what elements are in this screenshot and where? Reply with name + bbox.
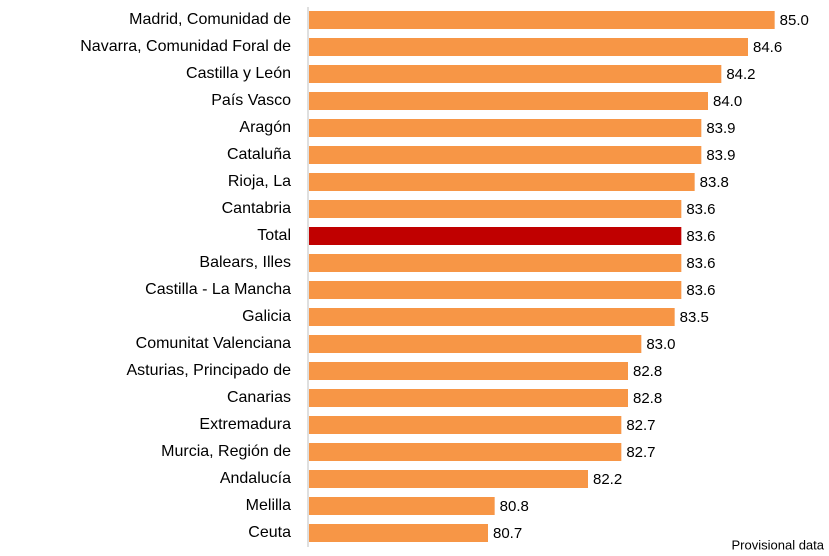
value-label: 85.0 [780, 12, 809, 29]
category-label: Aragón [239, 119, 291, 136]
value-label: 83.9 [706, 147, 735, 164]
bar [309, 308, 675, 326]
bar [309, 362, 628, 380]
value-label: 80.8 [500, 498, 529, 515]
bar [309, 254, 682, 272]
bar [309, 38, 748, 56]
value-label: 83.6 [686, 282, 715, 299]
category-label: Murcia, Región de [161, 443, 291, 460]
category-label: Ceuta [248, 524, 291, 541]
value-label: 84.2 [726, 66, 755, 83]
value-label: 82.2 [593, 471, 622, 488]
value-label: 83.6 [686, 228, 715, 245]
value-label: 82.7 [626, 417, 655, 434]
category-label: Cantabria [222, 200, 291, 217]
category-label: Canarias [227, 389, 291, 406]
bar [309, 524, 488, 542]
category-label: Cataluña [227, 146, 291, 163]
category-label: Extremadura [199, 416, 291, 433]
bar [309, 200, 682, 218]
category-label: Navarra, Comunidad Foral de [80, 38, 291, 55]
bar [309, 281, 682, 299]
category-label: Asturias, Principado de [126, 362, 291, 379]
category-label: Total [257, 227, 291, 244]
value-label: 83.9 [706, 120, 735, 137]
bar [309, 65, 722, 83]
bar [309, 497, 495, 515]
value-label: 83.6 [686, 255, 715, 272]
value-label: 83.6 [686, 201, 715, 218]
value-label: 82.8 [633, 363, 662, 380]
category-label: Melilla [246, 497, 291, 514]
bar [309, 470, 588, 488]
annotation: Provisional data [732, 537, 825, 552]
bar [309, 335, 642, 353]
bar [309, 119, 702, 137]
value-label: 82.8 [633, 390, 662, 407]
category-label: País Vasco [211, 92, 291, 109]
value-label: 83.0 [646, 336, 675, 353]
bar [309, 416, 622, 434]
value-label: 83.5 [680, 309, 709, 326]
bar [309, 173, 695, 191]
category-label: Andalucía [220, 470, 291, 487]
bar [309, 443, 622, 461]
bar [309, 146, 702, 164]
bar [309, 389, 628, 407]
category-label: Madrid, Comunidad de [129, 11, 291, 28]
category-label: Balears, Illes [199, 254, 291, 271]
category-label: Comunitat Valenciana [136, 335, 291, 352]
bar [309, 227, 682, 245]
value-label: 83.8 [700, 174, 729, 191]
category-label: Castilla y León [186, 65, 291, 82]
value-label: 84.6 [753, 39, 782, 56]
category-label: Rioja, La [228, 173, 291, 190]
bar [309, 92, 708, 110]
category-label: Galicia [242, 308, 291, 325]
bar [309, 11, 775, 29]
value-label: 80.7 [493, 525, 522, 542]
category-label: Castilla - La Mancha [145, 281, 291, 298]
value-label: 82.7 [626, 444, 655, 461]
value-label: 84.0 [713, 93, 742, 110]
